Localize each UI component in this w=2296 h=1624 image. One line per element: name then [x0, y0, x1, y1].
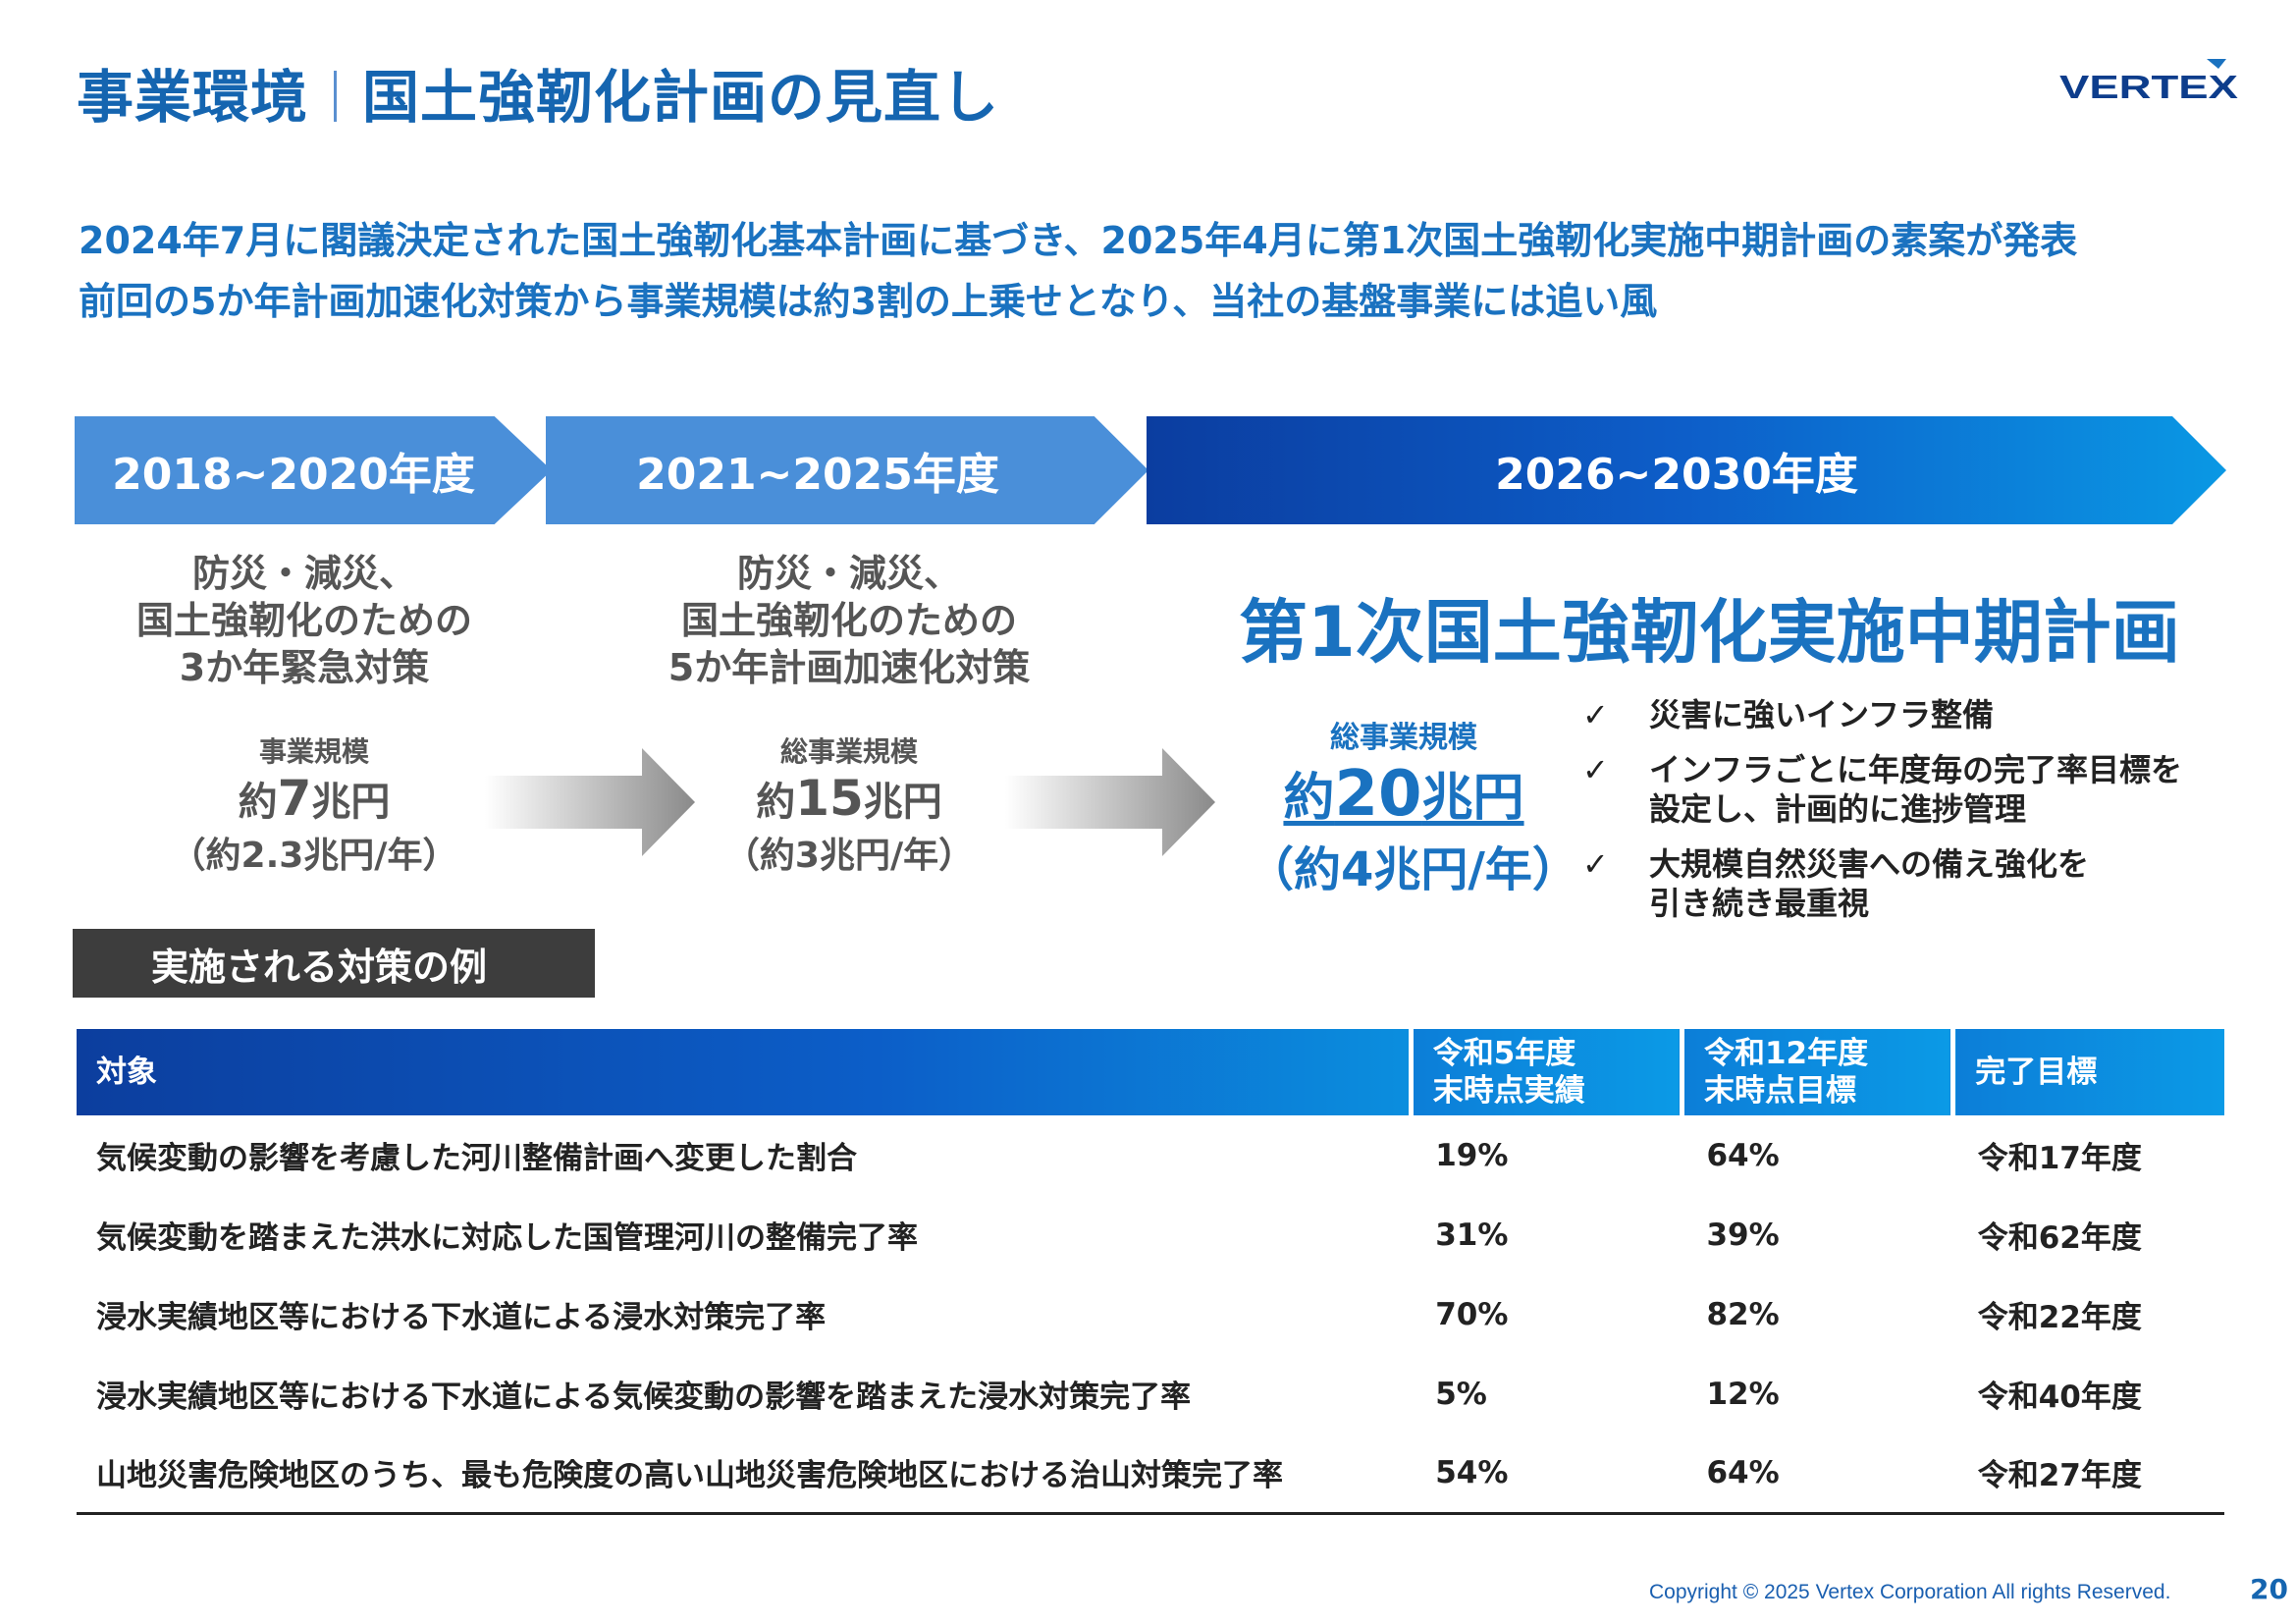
phase2-scale-value: 約15兆円	[653, 770, 1045, 827]
cell-goal: 令和17年度	[1977, 1141, 2142, 1176]
phase3-scale-label: 総事業規模	[1330, 721, 1477, 755]
cell-r5: 19%	[1435, 1137, 1509, 1173]
col-header-r12: 令和12年度 末時点目標	[1679, 1029, 1953, 1115]
page-title: 事業環境 国土強靭化計画の見直し	[77, 51, 999, 134]
period-label-2: 2021~2025年度	[636, 450, 999, 500]
phase2-per-year: （約3兆円/年）	[723, 836, 975, 876]
cell-r5: 54%	[1411, 1434, 1682, 1515]
progress-arrow-icon	[1005, 748, 1215, 856]
cell-r5: 70%	[1435, 1296, 1509, 1332]
phase1-line1: 防災・減災、	[191, 552, 416, 595]
cell-r12: 64%	[1706, 1137, 1780, 1173]
phase1-description: 防災・減災、 国土強靭化のための 3か年緊急対策	[98, 550, 510, 691]
measures-table: 対象 令和5年度 末時点実績 令和12年度 末時点目標 完了目標 気候変動の影響を考…	[77, 1029, 2224, 1515]
phase3-scale-value: 約20兆円	[1266, 756, 1541, 831]
check-icon: ✓	[1582, 845, 1609, 883]
col-header-target: 対象	[77, 1029, 1412, 1115]
phase2-description: 防災・減災、 国土強靭化のための 5か年計画加速化対策	[628, 550, 1070, 691]
cell-goal: 令和27年度	[1952, 1434, 2224, 1515]
title-divider	[334, 70, 338, 122]
table-row: 浸水実績地区等における下水道による気候変動の影響を踏まえた浸水対策完了率 5% …	[77, 1354, 2224, 1434]
cell-r12: 12%	[1706, 1376, 1780, 1412]
check-icon: ✓	[1582, 751, 1609, 788]
phase1-scale-num: 7	[277, 770, 312, 827]
period-banner-2: 2021~2025年度	[546, 416, 1148, 524]
vertex-logo: VERTEX	[2059, 59, 2238, 100]
phase2-line2: 国土強靭化のための	[680, 599, 1017, 642]
plan-feature-item: ✓ 災害に強いインフラ整備	[1582, 695, 2230, 734]
lead-line-2: 前回の5か年計画加速化対策から事業規模は約3割の上乗せとなり、当社の基盤事業には…	[79, 280, 1658, 323]
cell-goal: 令和62年度	[1977, 1220, 2142, 1256]
plan-feature-text: インフラごとに年度毎の完了率目標を	[1649, 751, 2183, 788]
phase2-scale-num: 15	[795, 770, 864, 827]
table-row: 山地災害危険地区のうち、最も危険度の高い山地災害危険地区における治山対策完了率 …	[77, 1434, 2224, 1515]
phase1-scale-value: 約7兆円	[118, 770, 510, 827]
page-number: 20	[2250, 1573, 2288, 1605]
progress-arrow-icon	[485, 748, 695, 856]
phase2-scale-label: 総事業規模	[779, 735, 918, 768]
cell-goal: 令和40年度	[1977, 1380, 2142, 1415]
logo-mark-icon	[2207, 59, 2226, 69]
phase2-scale-prefix: 約	[756, 780, 796, 825]
cell-target: 山地災害危険地区のうち、最も危険度の高い山地災害危険地区における治山対策完了率	[77, 1434, 1412, 1515]
cell-r12: 39%	[1706, 1217, 1780, 1253]
measures-heading: 実施される対策の例	[73, 929, 595, 998]
plan-feature-text: 大規模自然災害への備え強化を	[1649, 845, 2090, 883]
cell-target: 浸水実績地区等における下水道による気候変動の影響を踏まえた浸水対策完了率	[96, 1380, 1192, 1415]
phase1-scale-unit: 兆円	[311, 780, 391, 825]
period-banner-3: 2026~2030年度	[1147, 416, 2226, 524]
check-icon: ✓	[1582, 696, 1609, 733]
cell-target: 気候変動の影響を考慮した河川整備計画へ変更した割合	[96, 1141, 857, 1176]
cell-goal: 令和22年度	[1977, 1300, 2142, 1335]
col-header-goal: 完了目標	[1950, 1029, 2224, 1115]
phase1-line2: 国土強靭化のための	[135, 599, 472, 642]
phase1-per-year: （約2.3兆円/年）	[170, 836, 458, 876]
plan-feature-item: ✓ インフラごとに年度毎の完了率目標を 設定し、計画的に進捗管理	[1582, 750, 2230, 829]
phase2-line1: 防災・減災、	[736, 552, 961, 595]
title-topic: 国土強靭化計画の見直し	[362, 64, 1000, 131]
col-header-r5: 令和5年度 末時点実績	[1408, 1029, 1682, 1115]
cell-r5: 5%	[1435, 1376, 1487, 1412]
cell-target: 気候変動を踏まえた洪水に対応した国管理河川の整備完了率	[96, 1220, 918, 1256]
measures-heading-text: 実施される対策の例	[151, 945, 488, 989]
cell-target: 浸水実績地区等における下水道による浸水対策完了率	[96, 1300, 827, 1335]
cell-r5: 31%	[1435, 1217, 1509, 1253]
col-header-r5-line2: 末時点実績	[1432, 1073, 1585, 1109]
table-row: 気候変動の影響を考慮した河川整備計画へ変更した割合 19% 64% 令和17年度	[77, 1115, 2224, 1195]
col-header-r12-line2: 末時点目標	[1703, 1073, 1856, 1109]
cell-r12: 64%	[1682, 1434, 1953, 1515]
table-row: 浸水実績地区等における下水道による浸水対策完了率 70% 82% 令和22年度	[77, 1274, 2224, 1354]
phase2-scale-unit: 兆円	[863, 780, 942, 825]
period-label-1: 2018~2020年度	[112, 450, 475, 500]
plan-feature-text: 引き続き最重視	[1649, 885, 1870, 922]
phase3-scale-unit: 兆円	[1421, 769, 1524, 828]
phase3-per-year: （約4兆円/年）	[1247, 842, 1579, 897]
phase3-scale-num: 20	[1334, 758, 1422, 831]
phase1-scale-label: 事業規模	[258, 735, 369, 768]
cell-r12: 82%	[1706, 1296, 1780, 1332]
plan-feature-list: ✓ 災害に強いインフラ整備 ✓ インフラごとに年度毎の完了率目標を 設定し、計画…	[1582, 695, 2230, 939]
phase1-scale-prefix: 約	[238, 780, 278, 825]
table-header-row: 対象 令和5年度 末時点実績 令和12年度 末時点目標 完了目標	[77, 1029, 2224, 1115]
period-banner-1: 2018~2020年度	[75, 416, 552, 524]
col-header-r12-line1: 令和12年度	[1703, 1036, 1869, 1071]
phase3-scale-prefix: 約	[1283, 769, 1335, 828]
plan-feature-text: 災害に強いインフラ整備	[1649, 696, 1995, 733]
plan-title: 第1次国土強靭化実施中期計画	[1239, 592, 2180, 673]
table-row: 気候変動を踏まえた洪水に対応した国管理河川の整備完了率 31% 39% 令和62…	[77, 1195, 2224, 1274]
phase1-line3: 3か年緊急対策	[179, 646, 430, 689]
lead-line-1: 2024年7月に閣議決定された国土強靭化基本計画に基づき、2025年4月に第1次…	[79, 219, 2078, 262]
plan-feature-text: 設定し、計画的に進捗管理	[1649, 790, 2027, 828]
copyright: Copyright © 2025 Vertex Corporation All …	[1649, 1581, 2171, 1603]
plan-feature-item: ✓ 大規模自然災害への備え強化を 引き続き最重視	[1582, 844, 2230, 923]
logo-text: VERTEX	[2059, 69, 2238, 100]
title-section: 事業環境	[77, 64, 309, 131]
col-header-r5-line1: 令和5年度	[1432, 1036, 1576, 1071]
period-label-3: 2026~2030年度	[1495, 450, 1858, 500]
phase2-line3: 5か年計画加速化対策	[667, 646, 1031, 689]
